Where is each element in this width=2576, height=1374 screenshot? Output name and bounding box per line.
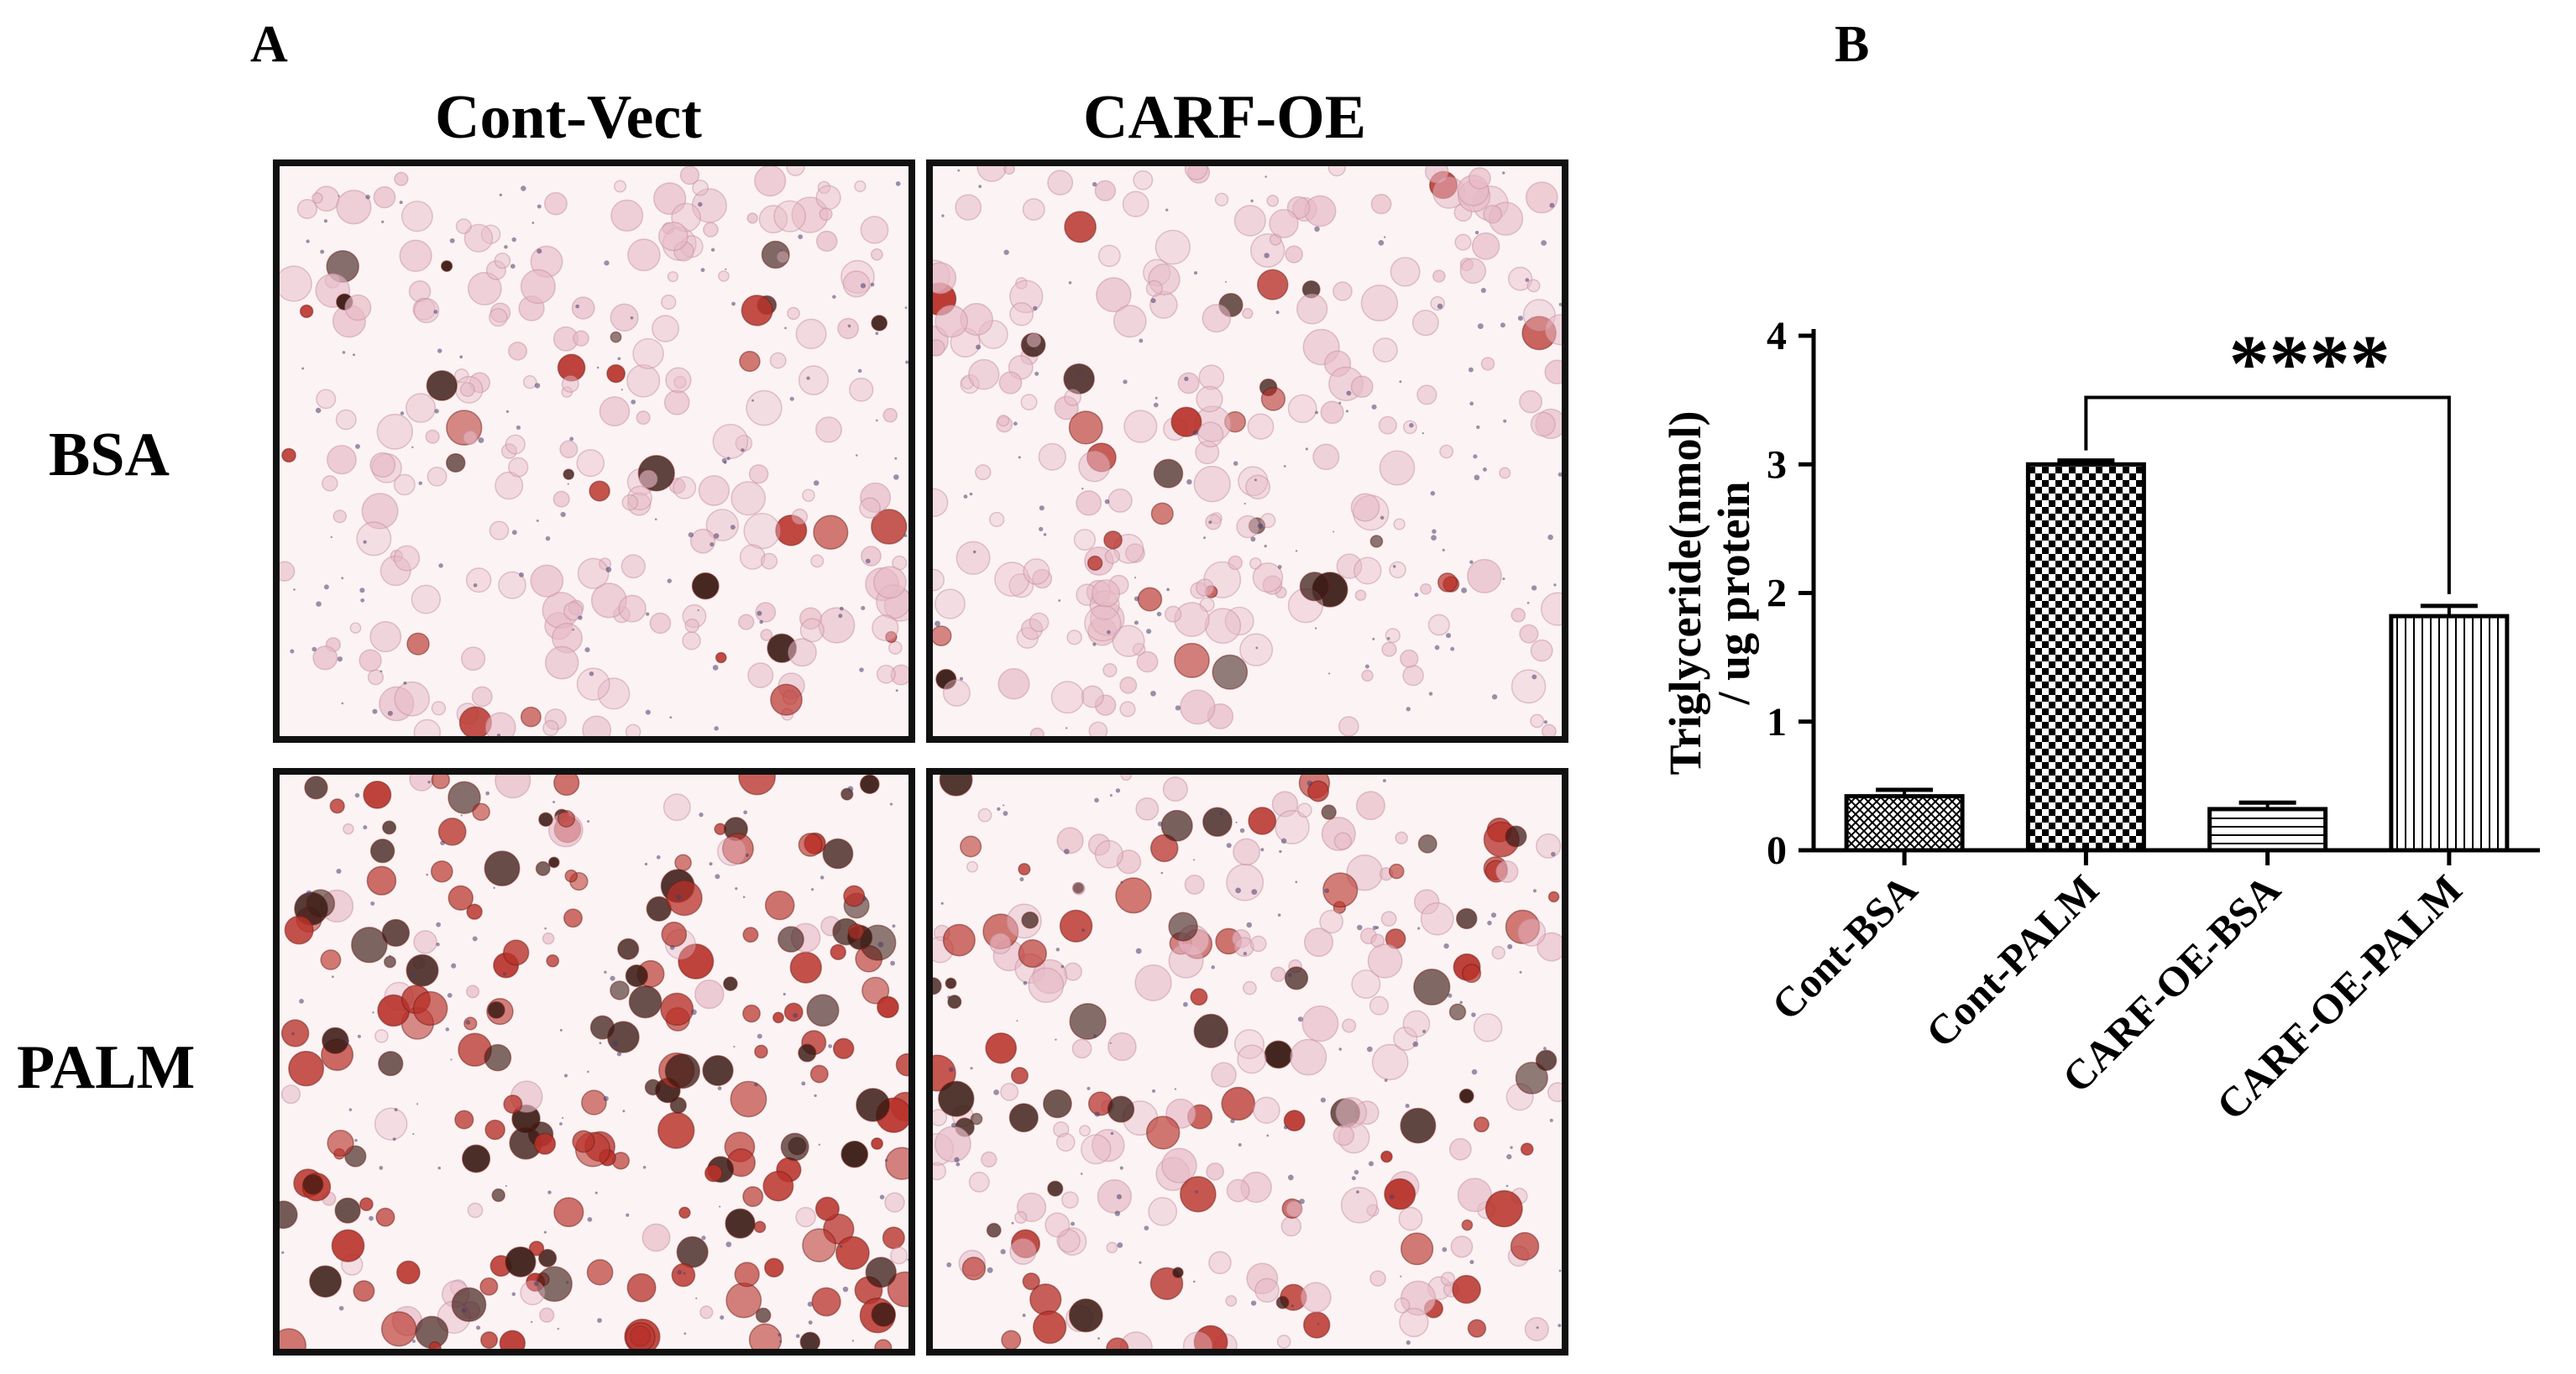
x-tick-label: Cont-BSA	[1762, 865, 1926, 1029]
row-label-bsa: BSA	[49, 421, 170, 489]
micrograph-palm-cont-vect	[273, 768, 915, 1356]
panel-a-letter: A	[250, 16, 288, 73]
y-tick-label: 1	[1767, 700, 1787, 744]
x-tick-label: Cont-PALM	[1917, 865, 2107, 1056]
micrograph-palm-carf-oe	[926, 768, 1568, 1356]
bar-cont-bsa	[1844, 794, 1965, 853]
y-tick-label: 2	[1767, 572, 1787, 616]
bar-carf-oe-palm	[2389, 614, 2510, 853]
row-label-palm: PALM	[17, 1033, 196, 1102]
panel-b-letter: B	[1835, 16, 1870, 73]
y-axis-label: Triglyceride(nmol)/ ug protein	[1660, 411, 1759, 776]
column-label-cont-vect: Cont-Vect	[435, 83, 702, 152]
micrograph-bsa-carf-oe	[926, 159, 1568, 743]
bar-cont-palm	[2025, 462, 2146, 853]
y-tick-label: 0	[1767, 828, 1787, 873]
significance-bracket	[2084, 395, 2451, 594]
significance-stars: ****	[2229, 319, 2390, 409]
bar-carf-oe-bsa	[2207, 807, 2328, 853]
y-tick-label: 4	[1767, 314, 1787, 358]
micrograph-bsa-cont-vect	[273, 159, 915, 743]
column-label-carf-oe: CARF-OE	[1083, 83, 1367, 152]
y-tick-label: 3	[1767, 442, 1787, 487]
